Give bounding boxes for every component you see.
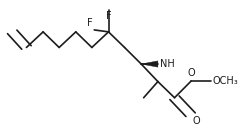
Text: F: F [87, 18, 93, 28]
Text: NH: NH [160, 59, 175, 69]
Text: OCH₃: OCH₃ [213, 76, 239, 86]
Polygon shape [141, 61, 158, 67]
Text: F: F [106, 11, 111, 21]
Text: O: O [192, 116, 200, 126]
Text: O: O [187, 68, 195, 78]
